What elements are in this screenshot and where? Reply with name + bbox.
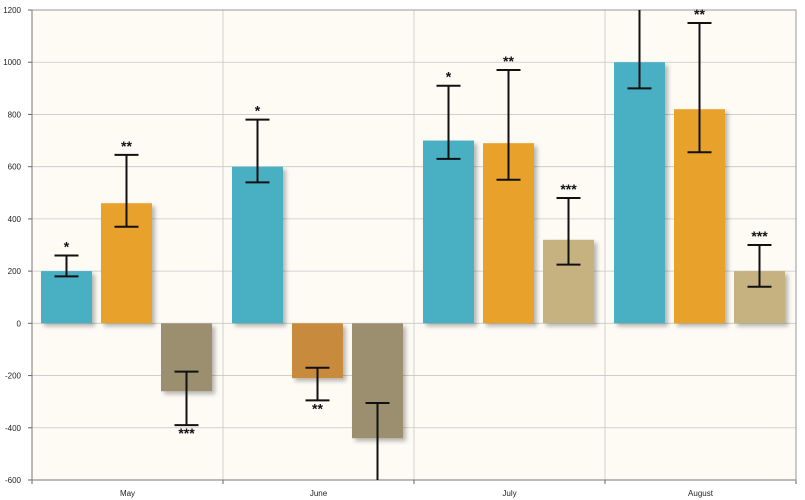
x-category-label: June [310,489,328,498]
y-tick-label: -600 [5,476,22,485]
x-category-label: May [120,489,135,498]
y-tick-label: 1200 [3,6,21,15]
significance-labels: ******************** [64,6,768,441]
y-tick-label: 600 [8,163,22,172]
y-tick-label: 400 [8,215,22,224]
bar [423,140,474,324]
y-tick-label: 0 [17,319,22,328]
significance-label: *** [560,181,577,197]
significance-label: *** [751,228,768,244]
bar [614,62,665,324]
significance-label: * [446,69,452,85]
bar [232,166,283,324]
y-tick-label: 800 [8,110,22,119]
axes [31,9,797,481]
significance-label: * [64,238,70,254]
bar [41,271,92,324]
significance-label: ** [694,6,705,22]
significance-label: ** [312,400,323,416]
tick-labels: -600 -400 -200 0 200 400 600 800 1000 1200 May June… [3,6,714,498]
significance-label: ** [503,53,514,69]
x-category-label: July [502,489,516,498]
significance-label: *** [178,425,195,441]
error-bars [54,10,772,480]
y-tick-label: 200 [8,267,22,276]
significance-label: ** [121,138,132,154]
y-tick-label: -200 [5,372,22,381]
y-tick-label: 1000 [3,58,21,67]
significance-label: * [255,103,261,119]
y-tick-label: -400 [5,424,22,433]
x-category-label: August [688,489,714,498]
